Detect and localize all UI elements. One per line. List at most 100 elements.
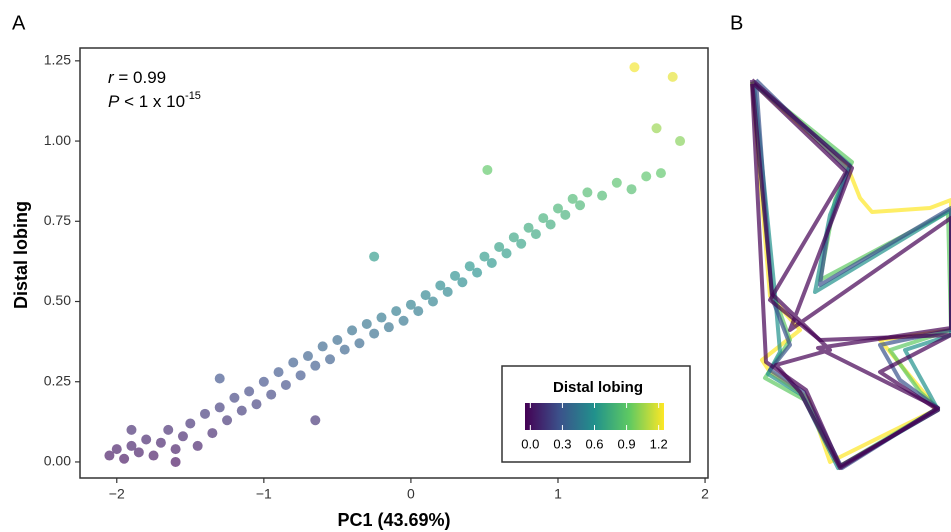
- x-tick-label: −2: [109, 486, 125, 502]
- panel-label: B: [730, 12, 743, 34]
- point: [133, 447, 144, 458]
- point: [170, 456, 181, 467]
- point: [126, 440, 137, 451]
- point: [675, 136, 686, 147]
- point: [560, 209, 571, 220]
- panel-label: A: [12, 12, 26, 34]
- point: [501, 248, 512, 259]
- point: [354, 338, 365, 349]
- point: [177, 431, 188, 442]
- x-tick-label: 1: [554, 486, 562, 502]
- colorbar-tick-label: 0.0: [521, 436, 539, 451]
- point: [214, 402, 225, 413]
- point: [361, 318, 372, 329]
- y-tick-label: 0.50: [44, 292, 71, 308]
- point: [552, 203, 563, 214]
- point: [545, 219, 556, 230]
- point: [530, 229, 541, 240]
- point: [347, 325, 358, 336]
- point: [369, 251, 380, 262]
- colorbar-tick-label: 0.3: [553, 436, 571, 451]
- legend: Distal lobing 0.0 0.3 0.6 0.9 1.2: [501, 365, 691, 463]
- leaf-outline: [750, 80, 951, 468]
- point: [538, 213, 549, 224]
- y-tick-label: 0.00: [44, 453, 71, 469]
- point: [482, 164, 493, 175]
- point: [629, 62, 640, 73]
- y-tick-label: 0.25: [44, 372, 71, 388]
- point: [450, 270, 461, 281]
- y-tick-label: 0.75: [44, 212, 71, 228]
- point: [398, 315, 409, 326]
- annotation-r: r = 0.99: [108, 68, 166, 87]
- point: [185, 418, 196, 429]
- point: [170, 444, 181, 455]
- point: [523, 222, 534, 233]
- point: [472, 267, 483, 278]
- y-axis-title: Distal lobing: [11, 201, 31, 309]
- point: [126, 424, 137, 435]
- point: [494, 241, 505, 252]
- annotation-text: < 1 x 10: [119, 92, 185, 111]
- points: [104, 62, 686, 467]
- point: [667, 71, 678, 82]
- point: [141, 434, 152, 445]
- point: [251, 399, 262, 410]
- y-tick-label: 1.00: [44, 132, 71, 148]
- point: [302, 351, 313, 362]
- plot-frame: [79, 47, 709, 479]
- point: [266, 389, 277, 400]
- leaf-outline: [754, 78, 951, 470]
- point: [575, 200, 586, 211]
- point: [155, 437, 166, 448]
- point: [332, 335, 343, 346]
- point: [383, 322, 394, 333]
- point: [200, 408, 211, 419]
- point: [339, 344, 350, 355]
- colorbar-tick-label: 0.9: [618, 436, 636, 451]
- point: [516, 238, 527, 249]
- point: [457, 277, 468, 288]
- point: [597, 190, 608, 201]
- point: [222, 415, 233, 426]
- point: [391, 306, 402, 317]
- annotation-text: = 0.99: [114, 68, 166, 87]
- point: [288, 357, 299, 368]
- point: [369, 328, 380, 339]
- point: [464, 261, 475, 272]
- point: [148, 450, 159, 461]
- point: [626, 184, 637, 195]
- colorbar-tick-label: 0.6: [585, 436, 603, 451]
- point: [479, 251, 490, 262]
- annotation-exponent: -15: [185, 90, 201, 102]
- point: [295, 370, 306, 381]
- point: [111, 444, 122, 455]
- point: [420, 290, 431, 301]
- annotation-p: P < 1 x 10-15: [108, 90, 201, 112]
- point: [435, 280, 446, 291]
- point: [442, 286, 453, 297]
- axes: −2 −1 0 1 2 0.00 0.25 0.50 0.75 1.00 1.25: [44, 52, 709, 502]
- point: [229, 392, 240, 403]
- point: [244, 386, 255, 397]
- point: [655, 168, 666, 179]
- colorbar-tick-label: 1.2: [650, 436, 668, 451]
- point: [508, 232, 519, 243]
- point: [427, 296, 438, 307]
- point: [192, 440, 203, 451]
- leaf-outline: [750, 82, 951, 468]
- point: [582, 187, 593, 198]
- point: [104, 450, 115, 461]
- x-axis-title: PC1 (43.69%): [337, 510, 450, 530]
- x-tick-label: 0: [407, 486, 415, 502]
- annotation-symbol: r: [108, 68, 115, 87]
- annotation-symbol: P: [108, 92, 120, 111]
- point: [611, 177, 622, 188]
- leaf-outlines: [750, 78, 951, 470]
- point: [207, 428, 218, 439]
- leaf-outline: [750, 78, 951, 470]
- point: [310, 415, 321, 426]
- point: [641, 171, 652, 182]
- point: [405, 299, 416, 310]
